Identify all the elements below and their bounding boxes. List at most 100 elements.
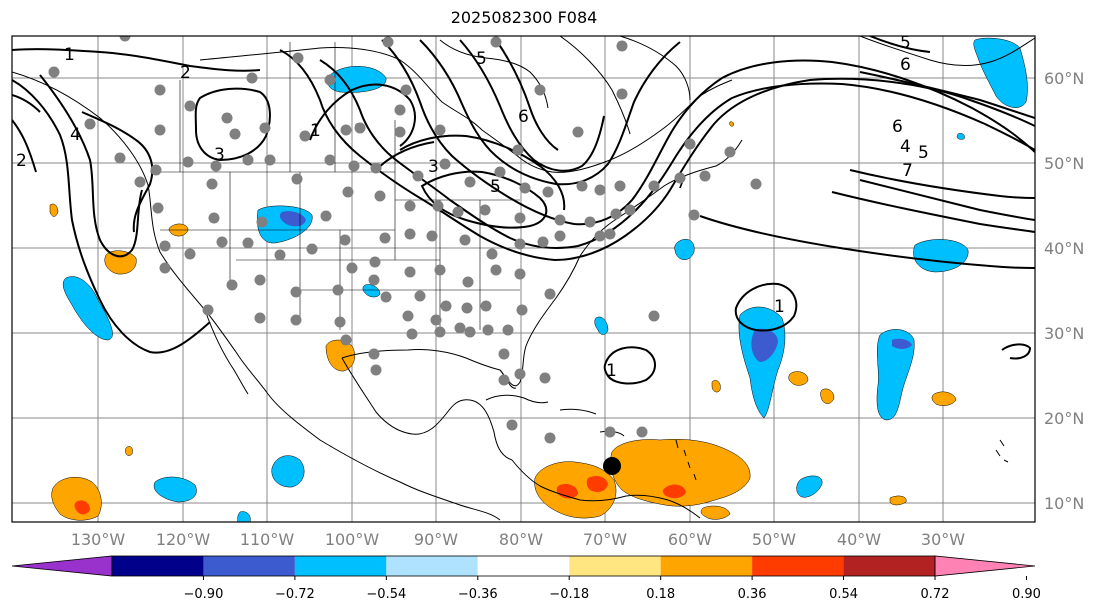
station-dot (464, 176, 476, 188)
station-dot (320, 210, 332, 222)
colorbar-tick-label: −0.18 (549, 587, 589, 602)
colorbar-tick-label: −0.72 (275, 587, 315, 602)
station-dot (119, 36, 131, 42)
lon-tick-label: 80°W (499, 530, 543, 549)
colorbar-tick-label: 0.72 (921, 587, 950, 602)
colorbar-segment (569, 556, 661, 576)
station-dot (368, 348, 380, 360)
contour-label: 6 (892, 117, 903, 137)
station-dot (519, 182, 531, 194)
station-dot (514, 238, 526, 250)
contour-label: 5 (918, 143, 929, 163)
station-dot (154, 84, 166, 96)
station-dot (292, 52, 304, 64)
lat-lon-grid (12, 36, 1035, 522)
station-dot (150, 164, 162, 176)
lat-tick-label: 10°N (1044, 494, 1084, 513)
station-dot (624, 204, 636, 216)
colorbar (11, 555, 1036, 577)
station-dot (464, 326, 476, 338)
station-dot (554, 214, 566, 226)
contour-label: 3 (428, 157, 439, 177)
station-dot (554, 230, 566, 242)
station-dot (369, 256, 381, 268)
station-dot (340, 124, 352, 136)
station-dot (400, 84, 412, 96)
station-dot (616, 40, 628, 52)
station-dot (594, 230, 606, 242)
station-dot (462, 276, 474, 288)
colorbar-tick-label: 0.36 (738, 587, 767, 602)
station-dot (404, 228, 416, 240)
station-dot (514, 268, 526, 280)
station-dot (256, 216, 268, 228)
station-dot (340, 334, 352, 346)
colorbar-segment (660, 556, 753, 576)
colorbar-extend-high (934, 555, 1036, 577)
colorbar-tick-label: −0.54 (366, 587, 406, 602)
colorbar-tick-label: 0.90 (1012, 587, 1041, 602)
station-dot (479, 204, 491, 216)
positive-anomaly-shading (49, 121, 957, 521)
colorbar-segment (386, 556, 478, 576)
lat-tick-label: 20°N (1044, 409, 1084, 428)
station-dot (724, 146, 736, 158)
station-dot (184, 100, 196, 112)
station-dot (264, 154, 276, 166)
colorbar-segment (112, 556, 204, 576)
station-dot (482, 324, 494, 336)
station-dot (346, 262, 358, 274)
station-dot (291, 173, 303, 185)
contour-label: 7 (902, 161, 913, 181)
colorbar-segment (477, 556, 570, 576)
colorbar-extend-low (11, 555, 113, 577)
station-dot (506, 419, 518, 431)
station-dot (242, 237, 254, 249)
lon-tick-label: 100°W (325, 530, 380, 549)
station-dot (648, 180, 660, 192)
station-dot (584, 216, 596, 228)
station-dot (184, 248, 196, 260)
station-dot (254, 312, 266, 324)
station-dot (490, 264, 502, 276)
contour-label: 4 (900, 137, 911, 157)
station-dot (494, 166, 506, 178)
contour-label: 6 (900, 55, 911, 75)
station-dot (216, 236, 228, 248)
lat-tick-label: 30°N (1044, 324, 1084, 343)
station-dot (684, 138, 696, 150)
station-dot (152, 202, 164, 214)
station-dot (354, 122, 366, 134)
contour-label: 2 (180, 63, 191, 83)
station-dot (84, 118, 96, 130)
station-dot (342, 186, 354, 198)
station-dot (699, 170, 711, 182)
station-dot (221, 112, 233, 124)
contour-label: 5 (490, 177, 501, 197)
station-dot (688, 209, 700, 221)
station-dot (254, 274, 266, 286)
negative-anomaly-core (279, 211, 912, 362)
station-dot (290, 314, 302, 326)
contour-label: 5 (476, 49, 487, 69)
colorbar-tick-labels: −0.90 −0.72 −0.54 −0.36 −0.18 0.18 0.36 0.54 0.7… (184, 576, 1041, 602)
station-dot (604, 426, 616, 438)
station-dot (576, 180, 588, 192)
station-dot (544, 432, 556, 444)
station-dot (159, 240, 171, 252)
contour-label: 4 (70, 125, 81, 145)
station-dot (324, 154, 336, 166)
station-dot (379, 232, 391, 244)
contour-label: 2 (16, 151, 27, 171)
station-dot (636, 426, 648, 438)
colorbar-tick-label: 0.54 (829, 587, 858, 602)
station-dot (544, 288, 556, 300)
station-dot (332, 284, 344, 296)
lon-tick-label: 50°W (752, 530, 796, 549)
station-dot (242, 154, 254, 166)
colorbar-segment (843, 556, 935, 576)
station-dot (182, 156, 194, 168)
contour-label: 5 (900, 33, 911, 53)
station-dot (426, 230, 438, 242)
station-dot (114, 152, 126, 164)
